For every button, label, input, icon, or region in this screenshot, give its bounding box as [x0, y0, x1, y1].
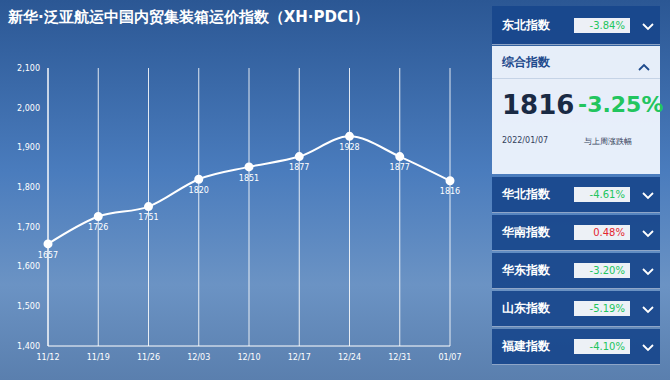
- html-text:1816-3.25%: 1816-3.25%: [502, 90, 664, 120]
- svg-text:12/17: 12/17: [288, 353, 311, 362]
- html-text:福建指数: 福建指数: [502, 339, 550, 353]
- html-text:与上周涨跌幅: 与上周涨跌幅: [584, 137, 632, 146]
- svg-text:1726: 1726: [88, 223, 108, 232]
- svg-text:1851: 1851: [239, 174, 259, 183]
- svg-text:1,800: 1,800: [17, 183, 40, 192]
- html-text:东北指数: 东北指数: [502, 17, 550, 32]
- svg-text:1,500: 1,500: [17, 302, 40, 311]
- svg-text:1751: 1751: [138, 213, 158, 222]
- html-text:2022/01/07: 2022/01/07: [502, 136, 549, 145]
- svg-text:1820: 1820: [189, 186, 209, 195]
- svg-text:1877: 1877: [289, 163, 309, 172]
- svg-text:12/24: 12/24: [338, 353, 361, 362]
- svg-text:1,600: 1,600: [17, 262, 40, 271]
- html-text:-5.19%: -5.19%: [589, 303, 625, 314]
- svg-text:1816: 1816: [440, 187, 460, 196]
- svg-text:12/03: 12/03: [187, 353, 210, 362]
- html-text:新华·泛亚航运中国内贸集装箱运价指数（XH·PDCI）: 新华·泛亚航运中国内贸集装箱运价指数（XH·PDCI）: [8, 8, 369, 26]
- svg-text:1,900: 1,900: [17, 143, 40, 152]
- svg-text:2,000: 2,000: [17, 104, 40, 113]
- svg-text:11/19: 11/19: [87, 353, 110, 362]
- svg-text:1877: 1877: [390, 163, 410, 172]
- html-text:综合指数: 综合指数: [502, 55, 550, 69]
- html-text:-4.10%: -4.10%: [589, 341, 625, 352]
- svg-text:12/10: 12/10: [237, 353, 260, 362]
- html-text:-4.61%: -4.61%: [589, 189, 625, 200]
- html-text:0.48%: 0.48%: [593, 227, 625, 238]
- svg-text:11/12: 11/12: [36, 353, 59, 362]
- svg-text:01/07: 01/07: [438, 353, 461, 362]
- svg-text:12/31: 12/31: [388, 353, 411, 362]
- html-text:华北指数: 华北指数: [502, 187, 550, 201]
- html-text:-3.20%: -3.20%: [589, 265, 625, 276]
- html-text:华南指数: 华南指数: [502, 225, 550, 239]
- svg-text:1,700: 1,700: [17, 223, 40, 232]
- html-text:-3.84%: -3.84%: [589, 19, 625, 31]
- svg-text:1928: 1928: [339, 143, 359, 152]
- svg-text:2,100: 2,100: [17, 64, 40, 73]
- svg-text:1,400: 1,400: [17, 342, 40, 351]
- html-text:山东指数: 山东指数: [502, 301, 550, 315]
- html-text:华东指数: 华东指数: [502, 263, 550, 277]
- svg-text:1657: 1657: [38, 251, 58, 260]
- svg-text:11/26: 11/26: [137, 353, 160, 362]
